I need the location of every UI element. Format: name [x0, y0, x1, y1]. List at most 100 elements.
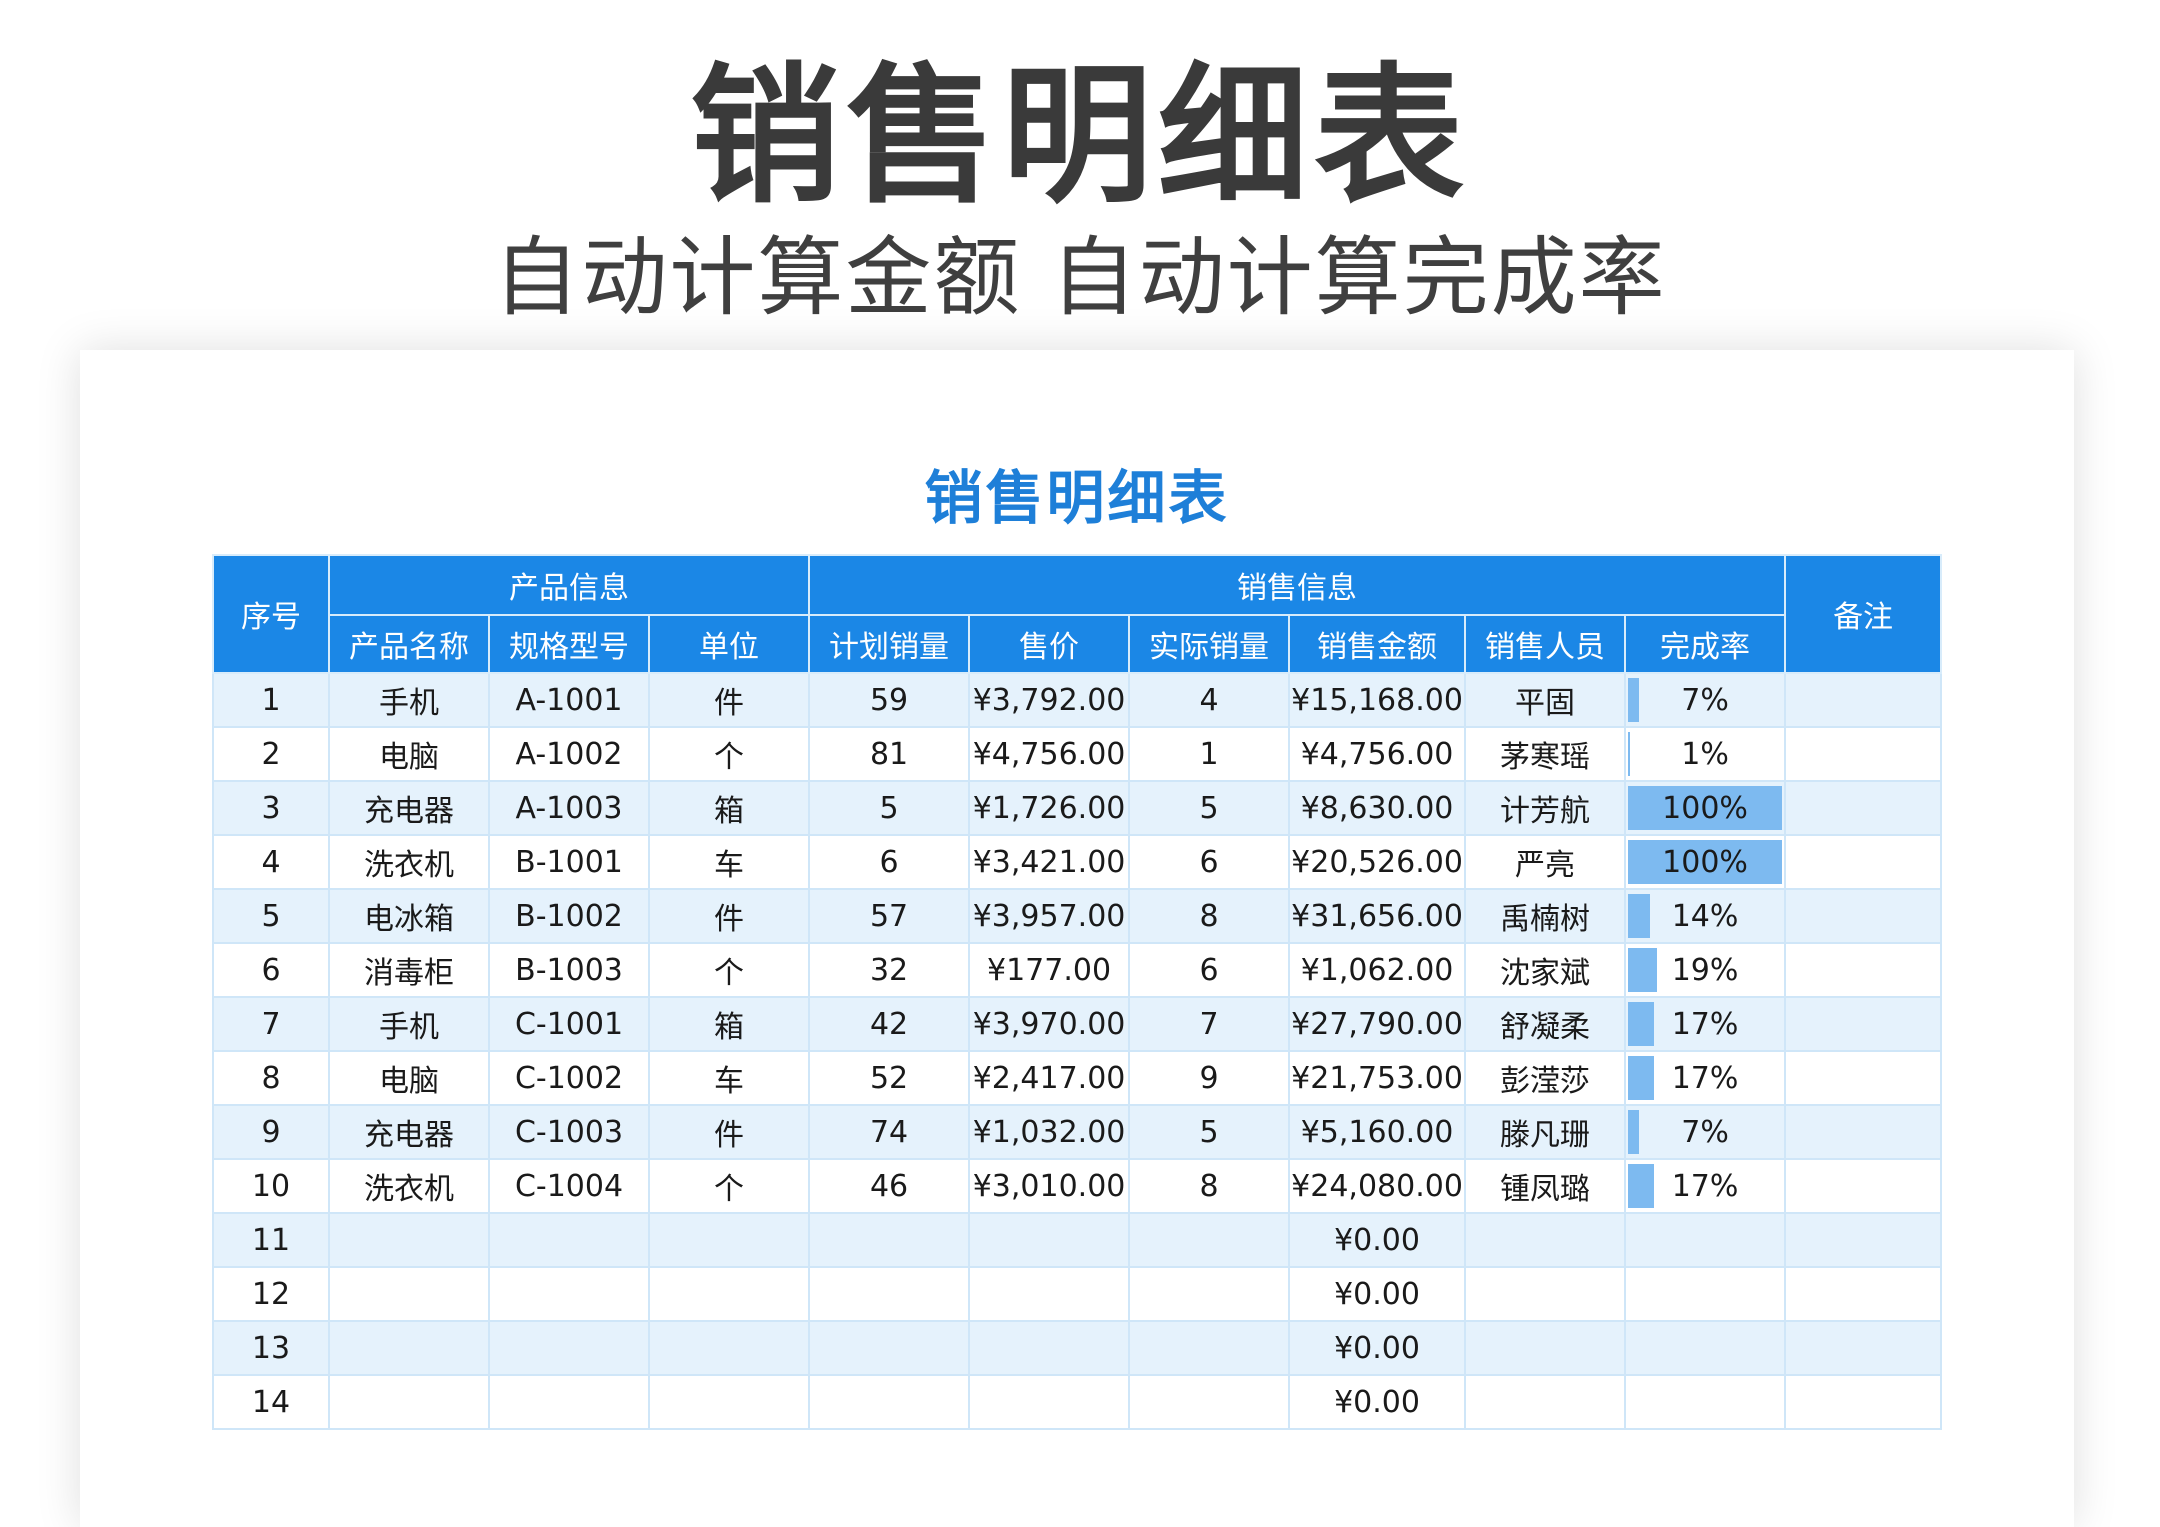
- cell-remark[interactable]: [1784, 672, 1943, 728]
- cell-planned-qty[interactable]: 57: [808, 888, 971, 944]
- cell-completion-rate[interactable]: [1624, 1212, 1787, 1268]
- cell-serial[interactable]: 14: [212, 1374, 330, 1430]
- cell-price[interactable]: ¥2,417.00: [968, 1050, 1131, 1106]
- cell-amount[interactable]: ¥4,756.00: [1288, 726, 1467, 782]
- cell-actual-qty[interactable]: 8: [1128, 888, 1291, 944]
- cell-amount[interactable]: ¥15,168.00: [1288, 672, 1467, 728]
- cell-salesperson[interactable]: 严亮: [1464, 834, 1627, 890]
- cell-actual-qty[interactable]: 6: [1128, 834, 1291, 890]
- cell-product-name[interactable]: 充电器: [328, 1104, 490, 1160]
- cell-salesperson[interactable]: 滕凡珊: [1464, 1104, 1627, 1160]
- cell-salesperson[interactable]: [1464, 1374, 1627, 1430]
- cell-product-name[interactable]: [328, 1266, 490, 1322]
- cell-actual-qty[interactable]: 6: [1128, 942, 1291, 998]
- cell-completion-rate[interactable]: [1624, 1374, 1787, 1430]
- header-product-group[interactable]: 产品信息: [327, 554, 811, 616]
- cell-salesperson[interactable]: 禹楠树: [1464, 888, 1627, 944]
- cell-planned-qty[interactable]: 6: [808, 834, 971, 890]
- cell-price[interactable]: ¥1,726.00: [968, 780, 1131, 836]
- cell-product-name[interactable]: [328, 1374, 490, 1430]
- cell-product-name[interactable]: [328, 1320, 490, 1376]
- cell-remark[interactable]: [1784, 726, 1943, 782]
- cell-remark[interactable]: [1784, 996, 1943, 1052]
- cell-unit[interactable]: [647, 1266, 811, 1322]
- cell-serial[interactable]: 1: [212, 672, 330, 728]
- cell-remark[interactable]: [1784, 1212, 1943, 1268]
- cell-unit[interactable]: [647, 1212, 811, 1268]
- header-serial[interactable]: 序号: [212, 554, 330, 674]
- cell-amount[interactable]: ¥0.00: [1288, 1374, 1467, 1430]
- cell-completion-rate[interactable]: 17%: [1624, 996, 1787, 1052]
- cell-remark[interactable]: [1784, 1158, 1943, 1214]
- cell-planned-qty[interactable]: 32: [808, 942, 971, 998]
- cell-completion-rate[interactable]: 19%: [1624, 942, 1787, 998]
- cell-remark[interactable]: [1784, 942, 1943, 998]
- cell-salesperson[interactable]: [1464, 1266, 1627, 1322]
- cell-serial[interactable]: 9: [212, 1104, 330, 1160]
- cell-planned-qty[interactable]: 46: [808, 1158, 971, 1214]
- header-completion-rate[interactable]: 完成率: [1624, 614, 1787, 674]
- cell-amount[interactable]: ¥1,062.00: [1288, 942, 1467, 998]
- cell-model[interactable]: A-1001: [488, 672, 650, 728]
- cell-remark[interactable]: [1784, 1320, 1943, 1376]
- cell-price[interactable]: ¥1,032.00: [968, 1104, 1131, 1160]
- cell-serial[interactable]: 3: [212, 780, 330, 836]
- cell-remark[interactable]: [1784, 1374, 1943, 1430]
- header-product-name[interactable]: 产品名称: [328, 614, 490, 674]
- cell-unit[interactable]: 箱: [647, 996, 811, 1052]
- cell-salesperson[interactable]: 计芳航: [1464, 780, 1627, 836]
- cell-price[interactable]: ¥177.00: [968, 942, 1131, 998]
- cell-salesperson[interactable]: 锺凤璐: [1464, 1158, 1627, 1214]
- header-unit[interactable]: 单位: [647, 614, 811, 674]
- cell-amount[interactable]: ¥20,526.00: [1288, 834, 1467, 890]
- cell-product-name[interactable]: 电脑: [328, 726, 490, 782]
- cell-completion-rate[interactable]: 7%: [1624, 1104, 1787, 1160]
- cell-planned-qty[interactable]: [808, 1320, 971, 1376]
- header-sales-group[interactable]: 销售信息: [808, 554, 1787, 616]
- cell-unit[interactable]: 件: [647, 672, 811, 728]
- cell-price[interactable]: [968, 1212, 1131, 1268]
- cell-product-name[interactable]: 充电器: [328, 780, 490, 836]
- cell-unit[interactable]: 车: [647, 1050, 811, 1106]
- cell-model[interactable]: B-1001: [488, 834, 650, 890]
- cell-amount[interactable]: ¥31,656.00: [1288, 888, 1467, 944]
- cell-planned-qty[interactable]: 52: [808, 1050, 971, 1106]
- cell-model[interactable]: A-1003: [488, 780, 650, 836]
- cell-remark[interactable]: [1784, 834, 1943, 890]
- cell-planned-qty[interactable]: 74: [808, 1104, 971, 1160]
- cell-serial[interactable]: 7: [212, 996, 330, 1052]
- cell-serial[interactable]: 2: [212, 726, 330, 782]
- cell-amount[interactable]: ¥21,753.00: [1288, 1050, 1467, 1106]
- cell-amount[interactable]: ¥0.00: [1288, 1212, 1467, 1268]
- cell-remark[interactable]: [1784, 888, 1943, 944]
- cell-unit[interactable]: 个: [647, 1158, 811, 1214]
- cell-serial[interactable]: 11: [212, 1212, 330, 1268]
- cell-actual-qty[interactable]: 1: [1128, 726, 1291, 782]
- cell-unit[interactable]: 车: [647, 834, 811, 890]
- cell-planned-qty[interactable]: [808, 1212, 971, 1268]
- cell-serial[interactable]: 12: [212, 1266, 330, 1322]
- cell-product-name[interactable]: 手机: [328, 996, 490, 1052]
- cell-price[interactable]: ¥3,957.00: [968, 888, 1131, 944]
- header-price[interactable]: 售价: [968, 614, 1131, 674]
- cell-model[interactable]: C-1002: [488, 1050, 650, 1106]
- cell-actual-qty[interactable]: 9: [1128, 1050, 1291, 1106]
- cell-actual-qty[interactable]: 7: [1128, 996, 1291, 1052]
- cell-actual-qty[interactable]: 8: [1128, 1158, 1291, 1214]
- cell-salesperson[interactable]: [1464, 1320, 1627, 1376]
- cell-model[interactable]: [488, 1374, 650, 1430]
- cell-actual-qty[interactable]: [1128, 1212, 1291, 1268]
- cell-unit[interactable]: 个: [647, 726, 811, 782]
- cell-planned-qty[interactable]: 81: [808, 726, 971, 782]
- cell-price[interactable]: ¥3,792.00: [968, 672, 1131, 728]
- cell-model[interactable]: B-1002: [488, 888, 650, 944]
- cell-salesperson[interactable]: 平固: [1464, 672, 1627, 728]
- cell-model[interactable]: A-1002: [488, 726, 650, 782]
- cell-completion-rate[interactable]: 100%: [1624, 780, 1787, 836]
- cell-unit[interactable]: 件: [647, 1104, 811, 1160]
- cell-price[interactable]: ¥3,970.00: [968, 996, 1131, 1052]
- cell-serial[interactable]: 13: [212, 1320, 330, 1376]
- cell-completion-rate[interactable]: 17%: [1624, 1158, 1787, 1214]
- cell-amount[interactable]: ¥24,080.00: [1288, 1158, 1467, 1214]
- cell-price[interactable]: [968, 1266, 1131, 1322]
